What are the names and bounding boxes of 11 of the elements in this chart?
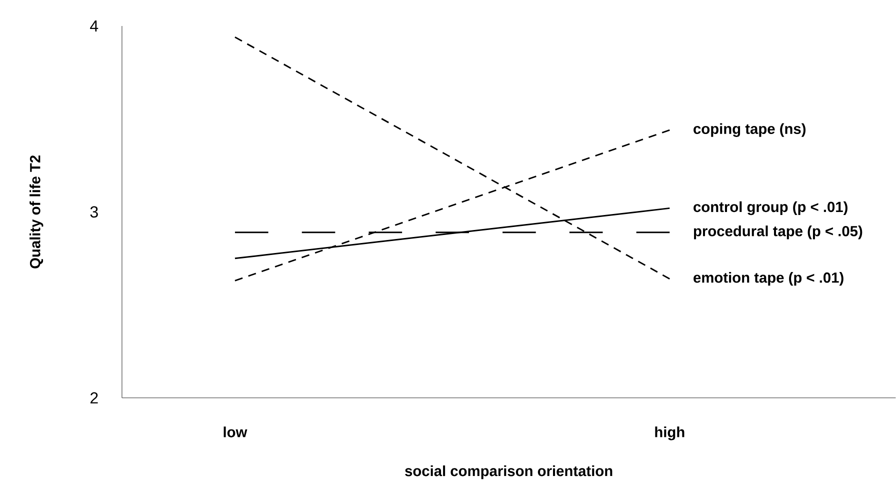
x-axis-title: social comparison orientation <box>405 466 612 480</box>
y-axis-title: Quality of life T2 <box>30 156 44 269</box>
series-label: control group (p < .01) <box>694 202 848 216</box>
y-tick-label: 3 <box>90 206 98 218</box>
x-tick-label: high <box>655 426 684 441</box>
series-label: procedural tape (p < .05) <box>694 226 862 240</box>
series-label: emotion tape (p < .01) <box>694 272 844 286</box>
y-tick-label: 2 <box>90 392 98 404</box>
x-tick-label: low <box>224 426 248 438</box>
series-label: coping tape (ns) <box>694 123 806 138</box>
y-tick-label: 4 <box>90 20 98 32</box>
